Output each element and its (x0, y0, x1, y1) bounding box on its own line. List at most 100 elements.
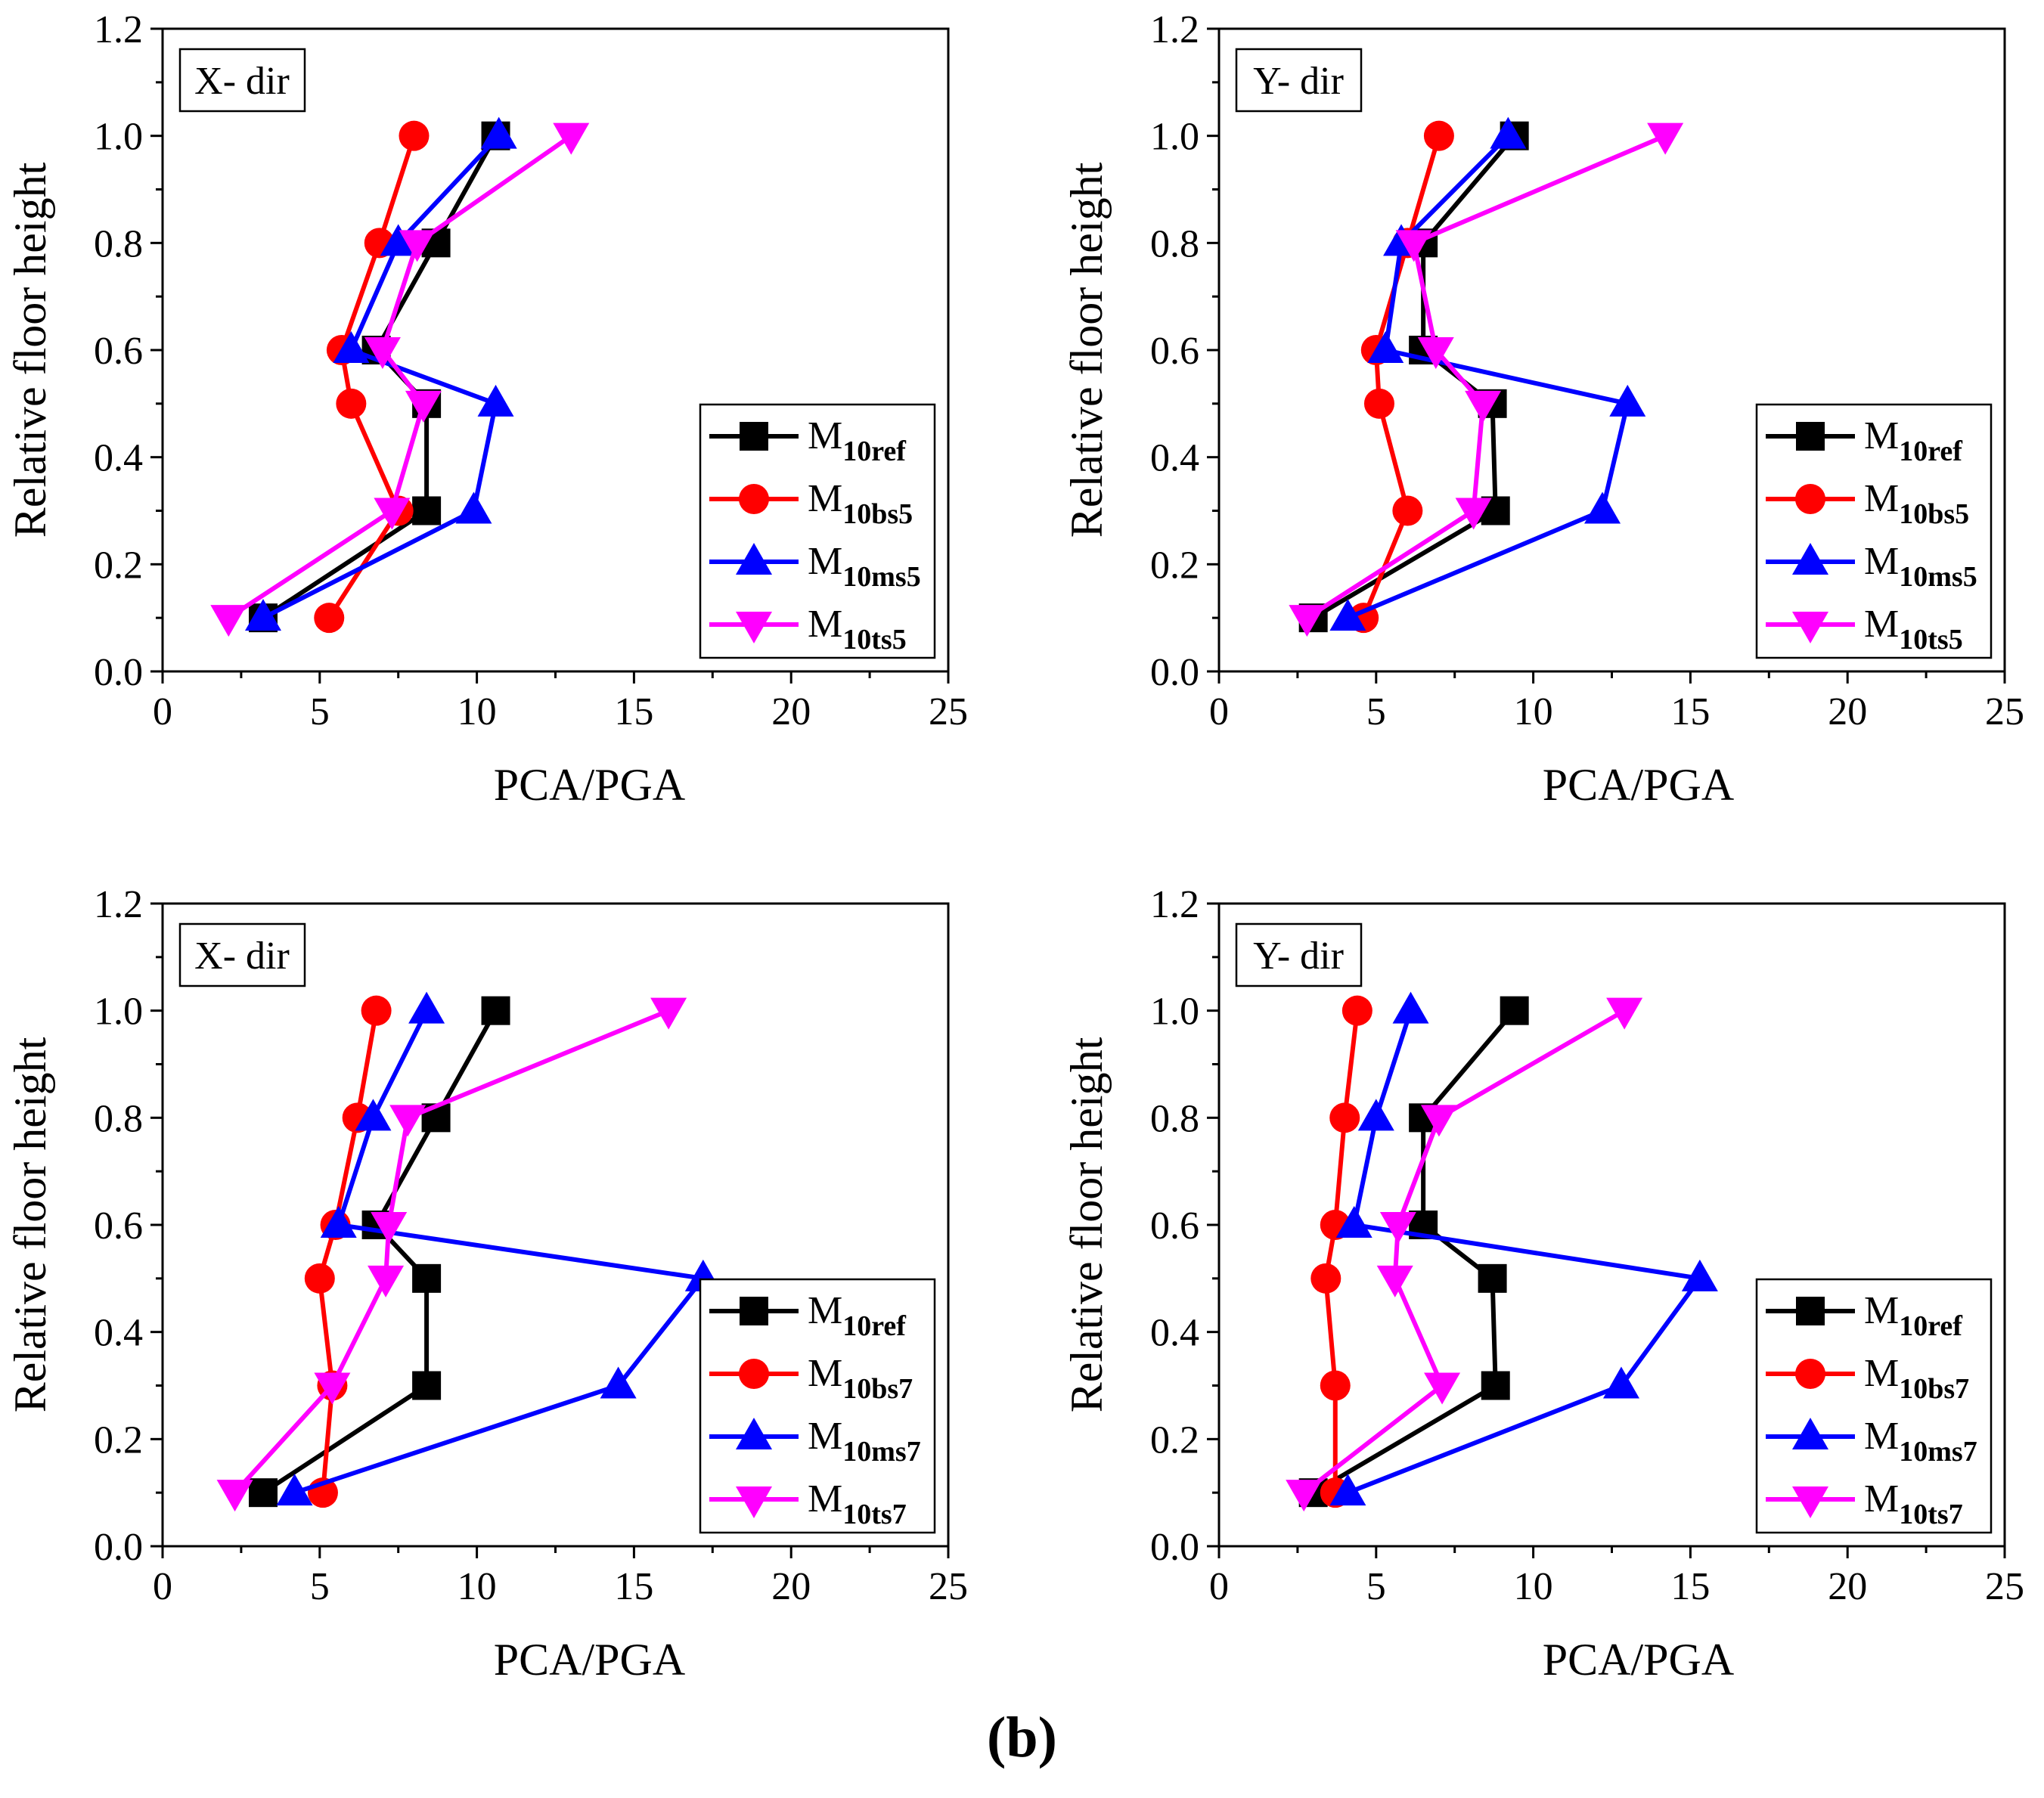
data-point (1392, 991, 1429, 1024)
series-line (1361, 135, 1441, 619)
legend-entry: M10ms7 (1766, 1415, 1977, 1468)
series-line (1305, 133, 1667, 620)
data-point (1363, 388, 1394, 419)
legend-marker (1792, 1486, 1828, 1518)
x-tick-label: 0 (153, 690, 172, 733)
legend-label-subscript: 10ms5 (1899, 561, 1977, 593)
x-tick-label: 20 (1828, 1565, 1867, 1608)
data-point (371, 1212, 408, 1244)
data-point (1379, 1212, 1416, 1244)
legend-label-subscript: 10bs5 (1899, 498, 1969, 530)
series-line (233, 1008, 670, 1495)
legend-marker (1792, 1418, 1828, 1449)
data-point (481, 996, 510, 1025)
legend-label: M10ms7 (1864, 1415, 1977, 1468)
series-line (293, 1009, 708, 1496)
data-point (1647, 122, 1684, 155)
legend-marker (739, 484, 769, 514)
y-tick-label: 0.6 (94, 1204, 143, 1248)
y-tick-label: 0.4 (94, 1312, 143, 1355)
legend-marker (736, 1486, 772, 1518)
y-tick-label: 0.8 (94, 222, 143, 265)
data-point (320, 1206, 357, 1238)
data-point (276, 1474, 313, 1506)
data-point (1423, 120, 1454, 151)
y-tick-label: 0.2 (94, 544, 143, 587)
series-line (1347, 134, 1630, 620)
legend-marker (1796, 1297, 1825, 1325)
data-point (399, 120, 430, 151)
legend-entry: M10ref (709, 1289, 907, 1342)
y-tick-label: 0.0 (94, 651, 143, 694)
legend-label-subscript: 10ms7 (842, 1436, 920, 1468)
series-line (227, 134, 572, 620)
x-tick-label: 25 (1985, 1565, 2024, 1608)
data-point (1465, 390, 1502, 423)
x-tick-label: 10 (457, 1565, 497, 1608)
legend-marker (740, 1297, 768, 1325)
series-M10ts7 (1286, 997, 1643, 1512)
series-M10ts5 (210, 122, 590, 637)
legend-label-subscript: 10bs5 (842, 498, 913, 530)
series-M10bs5 (314, 120, 430, 634)
y-tick-label: 0.8 (1150, 222, 1199, 265)
data-point (1606, 997, 1643, 1030)
data-point (480, 116, 517, 149)
y-tick-label: 0.6 (94, 330, 143, 373)
data-point (1609, 384, 1646, 417)
x-tick-label: 10 (1514, 1565, 1553, 1608)
data-point (314, 603, 345, 634)
chart-panel-1: 0 5 10 15 20 25 0.0 0.2 0.4 0.6 0.8 1.0 1.2 PCA/PGA Re… (5, 8, 968, 810)
legend-label-subscript: 10ts5 (1899, 624, 1962, 656)
y-tick-label: 1.0 (1150, 990, 1199, 1034)
series-M10ms5 (244, 116, 517, 631)
data-point (455, 491, 492, 524)
data-point (553, 122, 590, 155)
data-point (1417, 337, 1454, 369)
data-point (1320, 1370, 1351, 1401)
series-M10bs7 (1310, 995, 1372, 1508)
data-point (1329, 1102, 1360, 1133)
x-axis-label: PCA/PGA (494, 1635, 685, 1685)
x-tick-label: 5 (310, 1565, 330, 1608)
x-tick-label: 20 (771, 1565, 811, 1608)
y-tick-label: 0.8 (94, 1097, 143, 1140)
y-axis-label: Relative floor height (5, 162, 55, 538)
legend-marker (1792, 612, 1828, 643)
y-tick-label: 1.0 (94, 116, 143, 159)
data-point (1310, 1263, 1341, 1294)
data-point (1341, 995, 1372, 1026)
x-tick-label: 15 (614, 1565, 653, 1608)
series-M10ms7 (1329, 991, 1718, 1506)
x-tick-label: 10 (1514, 690, 1553, 733)
data-point (412, 496, 442, 525)
data-point (361, 995, 392, 1026)
data-point (1289, 605, 1326, 637)
y-axis-label: Relative floor height (5, 1037, 55, 1412)
legend-label-subscript: 10ref (1899, 1310, 1963, 1342)
series-M10bs7 (304, 995, 392, 1508)
direction-label: X- dir (194, 935, 290, 978)
series-M10ts7 (216, 997, 687, 1512)
data-point (248, 1478, 278, 1508)
series-line (1323, 1010, 1360, 1493)
data-point (1420, 1105, 1457, 1137)
data-point (314, 1372, 351, 1405)
series-M10ms7 (276, 991, 721, 1506)
data-point (1490, 116, 1527, 149)
legend-marker (740, 422, 768, 451)
x-tick-label: 10 (457, 690, 497, 733)
y-tick-label: 0.0 (1150, 1526, 1199, 1569)
y-tick-label: 0.4 (1150, 437, 1199, 480)
data-point (304, 1263, 335, 1294)
series-line (1312, 134, 1516, 620)
y-tick-label: 0.6 (1150, 330, 1199, 373)
legend-marker (739, 1359, 769, 1389)
data-point (374, 498, 411, 530)
y-tick-label: 0.4 (94, 437, 143, 480)
x-tick-label: 5 (1366, 1565, 1386, 1608)
legend-marker (1795, 1359, 1825, 1389)
data-point (399, 230, 436, 262)
